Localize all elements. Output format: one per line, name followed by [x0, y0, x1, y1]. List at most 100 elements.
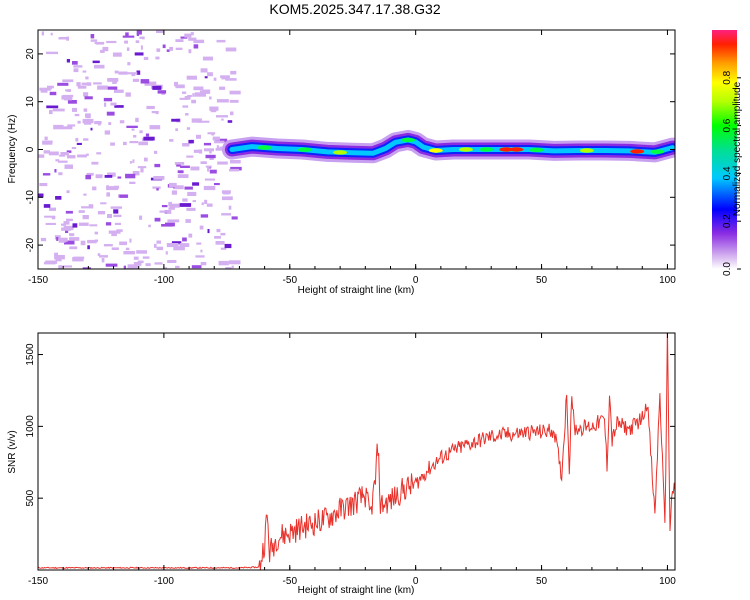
noise-blob	[110, 206, 122, 209]
noise-blob	[188, 37, 197, 41]
noise-blob	[140, 45, 143, 50]
noise-blob	[175, 39, 184, 42]
noise-blob	[209, 96, 212, 100]
snr-series-line	[38, 333, 675, 570]
noise-blob	[188, 139, 194, 144]
noise-blob	[174, 81, 178, 87]
noise-blob	[220, 75, 230, 78]
noise-blob	[186, 127, 191, 130]
noise-blob	[129, 181, 136, 184]
colorbar-title: Normalized spectral amplitude	[732, 81, 743, 216]
noise-blob	[86, 153, 89, 156]
ridge-peak	[257, 145, 272, 150]
noise-blob	[87, 239, 97, 244]
noise-blob	[55, 257, 62, 262]
noise-blob	[118, 71, 128, 75]
noise-blob	[58, 37, 68, 40]
noise-blob	[177, 174, 189, 178]
ridge-peak	[529, 147, 544, 153]
x-tick-label: 50	[536, 275, 548, 286]
noise-blob	[85, 76, 89, 80]
noise-blob	[230, 111, 234, 116]
noise-blob	[228, 260, 241, 265]
noise-blob	[114, 105, 124, 108]
noise-blob	[200, 161, 207, 164]
noise-blob	[152, 186, 161, 189]
noise-blob	[78, 210, 85, 213]
noise-blob	[45, 260, 58, 264]
noise-blob	[156, 48, 161, 52]
noise-blob	[144, 157, 148, 162]
noise-blob	[185, 219, 191, 223]
noise-blob	[216, 145, 219, 150]
noise-blob	[82, 215, 89, 220]
noise-blob	[80, 240, 86, 246]
noise-blob	[83, 108, 88, 112]
noise-blob	[153, 176, 165, 180]
noise-blob	[122, 35, 135, 38]
noise-blob	[112, 52, 122, 57]
noise-blob	[89, 224, 98, 227]
noise-blob	[123, 251, 136, 255]
noise-blob	[123, 265, 126, 269]
noise-blob	[106, 40, 117, 44]
noise-blob	[44, 215, 56, 218]
noise-blob	[199, 225, 204, 230]
noise-blob	[77, 154, 87, 158]
noise-blob	[113, 185, 120, 189]
noise-blob	[106, 186, 118, 191]
noise-blob	[169, 182, 177, 187]
noise-blob	[94, 121, 102, 125]
noise-blob	[65, 210, 73, 214]
noise-blob	[137, 166, 147, 169]
noise-blob	[191, 99, 196, 104]
noise-blob	[87, 245, 90, 250]
noise-blob	[193, 39, 205, 44]
noise-blob	[205, 154, 216, 159]
noise-blob	[154, 217, 161, 222]
noise-blob	[201, 202, 204, 206]
noise-blob	[84, 96, 93, 100]
noise-blob	[143, 56, 149, 60]
noise-blob	[182, 143, 190, 147]
noise-blob	[154, 150, 158, 154]
noise-blob	[53, 124, 64, 130]
noise-blob	[64, 240, 75, 245]
noise-blob	[196, 134, 201, 139]
noise-blob	[184, 33, 192, 38]
noise-blob	[116, 229, 123, 232]
noise-blob	[86, 172, 94, 176]
noise-blob	[59, 154, 66, 157]
noise-blob	[83, 92, 89, 97]
colorbar-tick-label: 0.6	[722, 118, 733, 132]
noise-blob	[96, 152, 102, 155]
noise-blob	[46, 105, 59, 109]
noise-blob	[103, 244, 113, 247]
noise-blob	[90, 127, 93, 131]
noise-blob	[83, 193, 87, 196]
noise-blob	[216, 39, 226, 43]
noise-blob	[66, 59, 70, 63]
noise-blob	[76, 82, 81, 87]
noise-blob	[200, 262, 207, 266]
noise-blob	[110, 142, 115, 146]
noise-blob	[202, 56, 213, 61]
noise-blob	[175, 128, 178, 131]
noise-blob	[173, 246, 185, 251]
noise-blob	[175, 84, 185, 89]
colorbar-tick-label: 0.2	[722, 214, 733, 228]
noise-blob	[129, 161, 133, 164]
noise-blob	[156, 240, 161, 244]
ridge-peak	[579, 148, 594, 153]
noise-blob	[221, 77, 228, 80]
noise-blob	[187, 191, 197, 196]
noise-blob	[156, 246, 163, 251]
noise-blob	[132, 171, 140, 176]
ridge-peak	[297, 147, 312, 152]
noise-blob	[215, 148, 226, 151]
noise-blob	[159, 210, 171, 213]
noise-blob	[132, 159, 135, 163]
y-axis-title: Frequency (Hz)	[7, 115, 18, 184]
noise-blob	[214, 236, 221, 239]
noise-blob	[192, 182, 200, 186]
